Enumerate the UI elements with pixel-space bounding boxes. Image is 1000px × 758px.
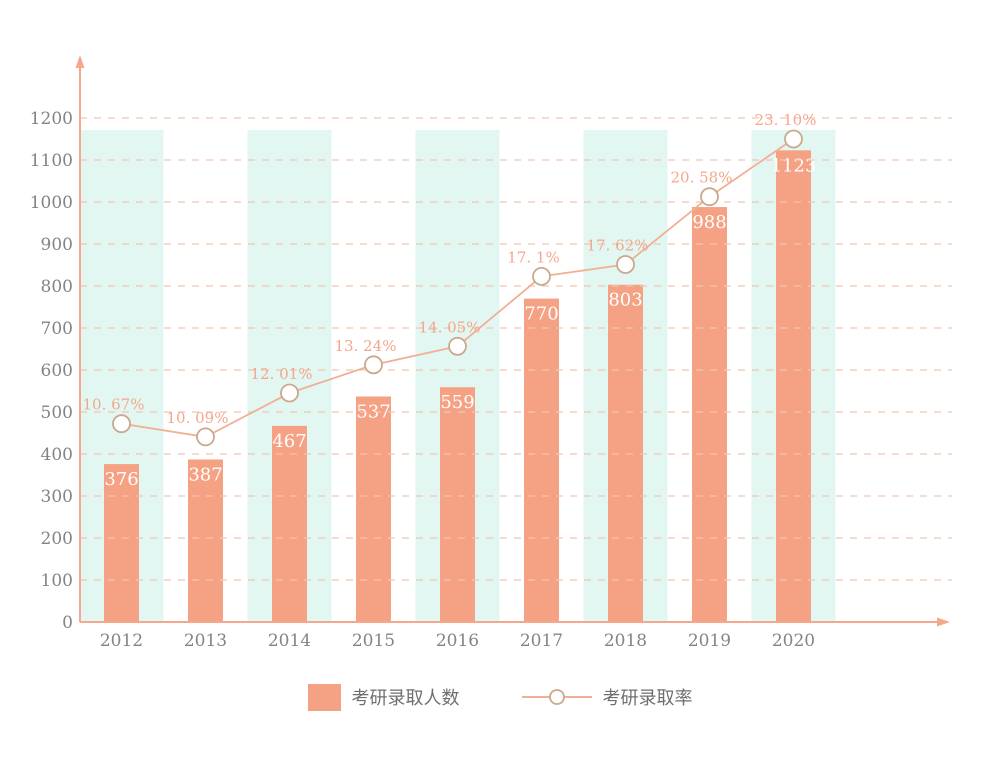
bar	[608, 284, 643, 622]
bar-value-label: 770	[524, 304, 558, 325]
rate-marker	[364, 355, 383, 375]
legend-line-label: 考研录取率	[602, 688, 693, 709]
bar	[692, 207, 727, 623]
y-tick-label: 700	[41, 319, 73, 339]
rate-value-label: 13. 24%	[335, 337, 397, 355]
bar-value-label: 1123	[771, 155, 817, 176]
y-tick-label: 100	[41, 571, 73, 591]
rate-marker	[448, 336, 467, 356]
y-tick-label: 800	[41, 277, 73, 297]
bar	[776, 150, 811, 622]
x-tick-label: 2015	[352, 631, 395, 651]
x-tick-label: 2016	[436, 631, 479, 651]
rate-value-label: 14. 05%	[419, 318, 481, 336]
rate-marker	[700, 187, 719, 207]
bar-value-label: 376	[104, 469, 138, 490]
legend-item-line: 考研录取率	[521, 684, 693, 710]
bar	[104, 464, 139, 622]
x-tick-label: 2020	[772, 631, 815, 651]
bar-value-label: 803	[608, 290, 642, 311]
y-tick-label: 300	[41, 487, 73, 507]
legend-line-swatch	[521, 689, 592, 705]
rate-value-label: 17. 1%	[507, 248, 559, 266]
bar	[524, 298, 559, 622]
x-axis-arrow-icon	[937, 617, 950, 627]
legend-bar-swatch	[307, 683, 341, 711]
bar-value-label: 559	[440, 392, 474, 413]
legend-line-marker-icon	[548, 689, 565, 705]
y-tick-label: 0	[62, 613, 73, 633]
y-tick-label: 500	[41, 403, 73, 423]
rate-marker	[280, 383, 299, 403]
rate-marker	[616, 255, 635, 274]
legend: 考研录取人数 考研录取率	[0, 680, 1000, 714]
rate-value-label: 10. 09%	[167, 409, 229, 427]
bar-value-label: 537	[356, 401, 390, 422]
rate-value-label: 23. 10%	[755, 111, 817, 129]
y-tick-label: 200	[41, 529, 73, 549]
rate-marker	[532, 266, 551, 286]
y-tick-label: 1200	[30, 109, 73, 129]
rate-value-label: 20. 58%	[671, 169, 733, 187]
rate-value-label: 17. 62%	[587, 237, 649, 255]
bar	[272, 425, 307, 622]
bar	[356, 396, 391, 622]
x-tick-label: 2014	[268, 631, 311, 651]
y-tick-label: 1100	[30, 151, 73, 171]
bar-value-label: 387	[188, 464, 222, 485]
bar	[188, 459, 223, 622]
x-tick-label: 2019	[688, 631, 731, 651]
y-tick-label: 400	[41, 445, 73, 465]
legend-item-bars: 考研录取人数	[307, 683, 460, 711]
rate-marker	[784, 129, 803, 149]
rate-marker	[112, 414, 131, 434]
rate-value-label: 12. 01%	[251, 365, 313, 383]
x-tick-label: 2013	[184, 631, 227, 651]
y-tick-label: 900	[41, 235, 73, 255]
legend-bar-label: 考研录取人数	[351, 688, 460, 709]
x-tick-label: 2012	[100, 631, 143, 651]
bar-value-label: 988	[692, 212, 726, 233]
x-tick-label: 2017	[520, 631, 563, 651]
x-tick-label: 2018	[604, 631, 647, 651]
y-tick-label: 600	[41, 361, 73, 381]
y-axis-arrow-icon	[75, 55, 85, 68]
rate-value-label: 10. 67%	[83, 396, 145, 414]
rate-marker	[196, 427, 215, 447]
bar-value-label: 467	[272, 431, 306, 452]
bar	[440, 387, 475, 622]
y-tick-label: 1000	[30, 193, 73, 213]
